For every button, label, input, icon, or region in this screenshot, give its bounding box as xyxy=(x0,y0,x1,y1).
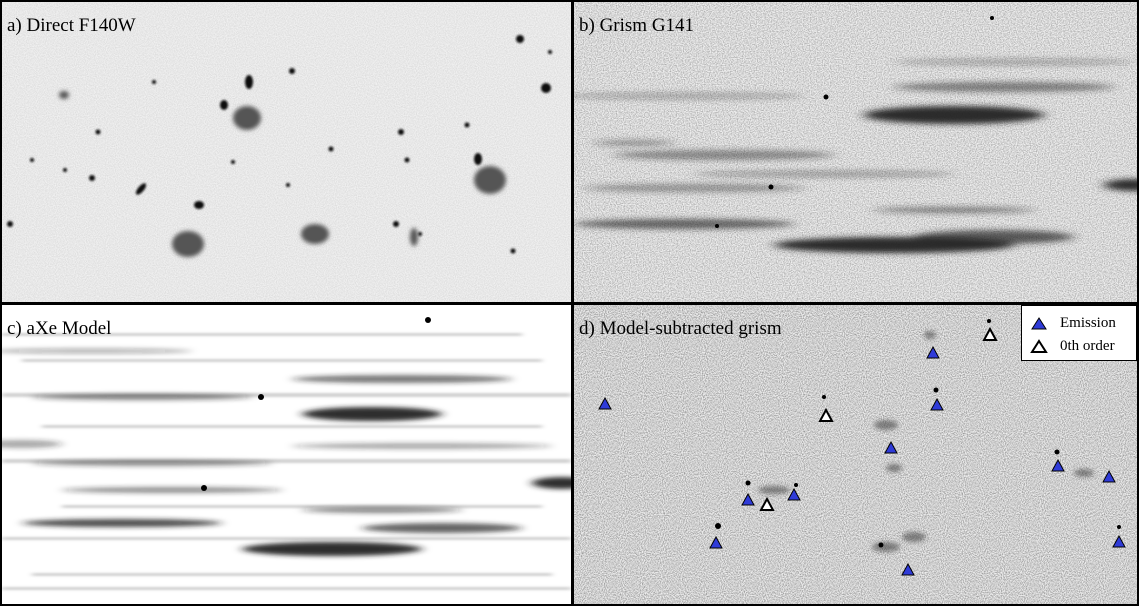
panel-d-label: d) Model-subtracted grism xyxy=(579,318,782,339)
legend-zeroth-order: 0th order xyxy=(1028,336,1115,356)
filled-triangle-icon xyxy=(1031,317,1047,330)
panel-b-label: b) Grism G141 xyxy=(579,15,695,36)
emission-marker xyxy=(926,345,940,359)
zeroth-order-markers xyxy=(759,326,998,511)
open-triangle-icon xyxy=(1030,339,1048,353)
emission-marker xyxy=(930,397,944,411)
model-image xyxy=(2,305,571,604)
panel-a-label: a) Direct F140W xyxy=(7,15,136,36)
emission-marker xyxy=(1112,534,1126,548)
emission-markers xyxy=(598,345,1126,576)
emission-marker xyxy=(598,396,612,410)
panel-direct-image: a) Direct F140W xyxy=(2,2,571,302)
legend-zeroth-label: 0th order xyxy=(1060,337,1115,354)
legend: Emission 0th order xyxy=(1021,305,1137,361)
emission-marker xyxy=(1102,469,1116,483)
legend-emission: Emission xyxy=(1028,313,1116,333)
direct-image xyxy=(2,2,571,302)
emission-marker xyxy=(901,562,915,576)
legend-emission-label: Emission xyxy=(1060,314,1116,331)
zeroth-order-marker xyxy=(982,326,998,341)
emission-marker xyxy=(884,440,898,454)
panel-model-image: c) aXe Model xyxy=(2,305,571,604)
emission-marker xyxy=(709,535,723,549)
emission-marker xyxy=(787,487,801,501)
emission-marker xyxy=(741,492,755,506)
zeroth-order-marker xyxy=(759,496,775,511)
panel-grism-image: b) Grism G141 xyxy=(574,2,1137,302)
zeroth-order-marker xyxy=(818,407,834,422)
panel-c-label: c) aXe Model xyxy=(7,318,112,339)
emission-marker xyxy=(1051,458,1065,472)
panel-residual-image: d) Model-subtracted grism Emission 0th o… xyxy=(574,305,1137,604)
grism-image xyxy=(574,2,1137,302)
